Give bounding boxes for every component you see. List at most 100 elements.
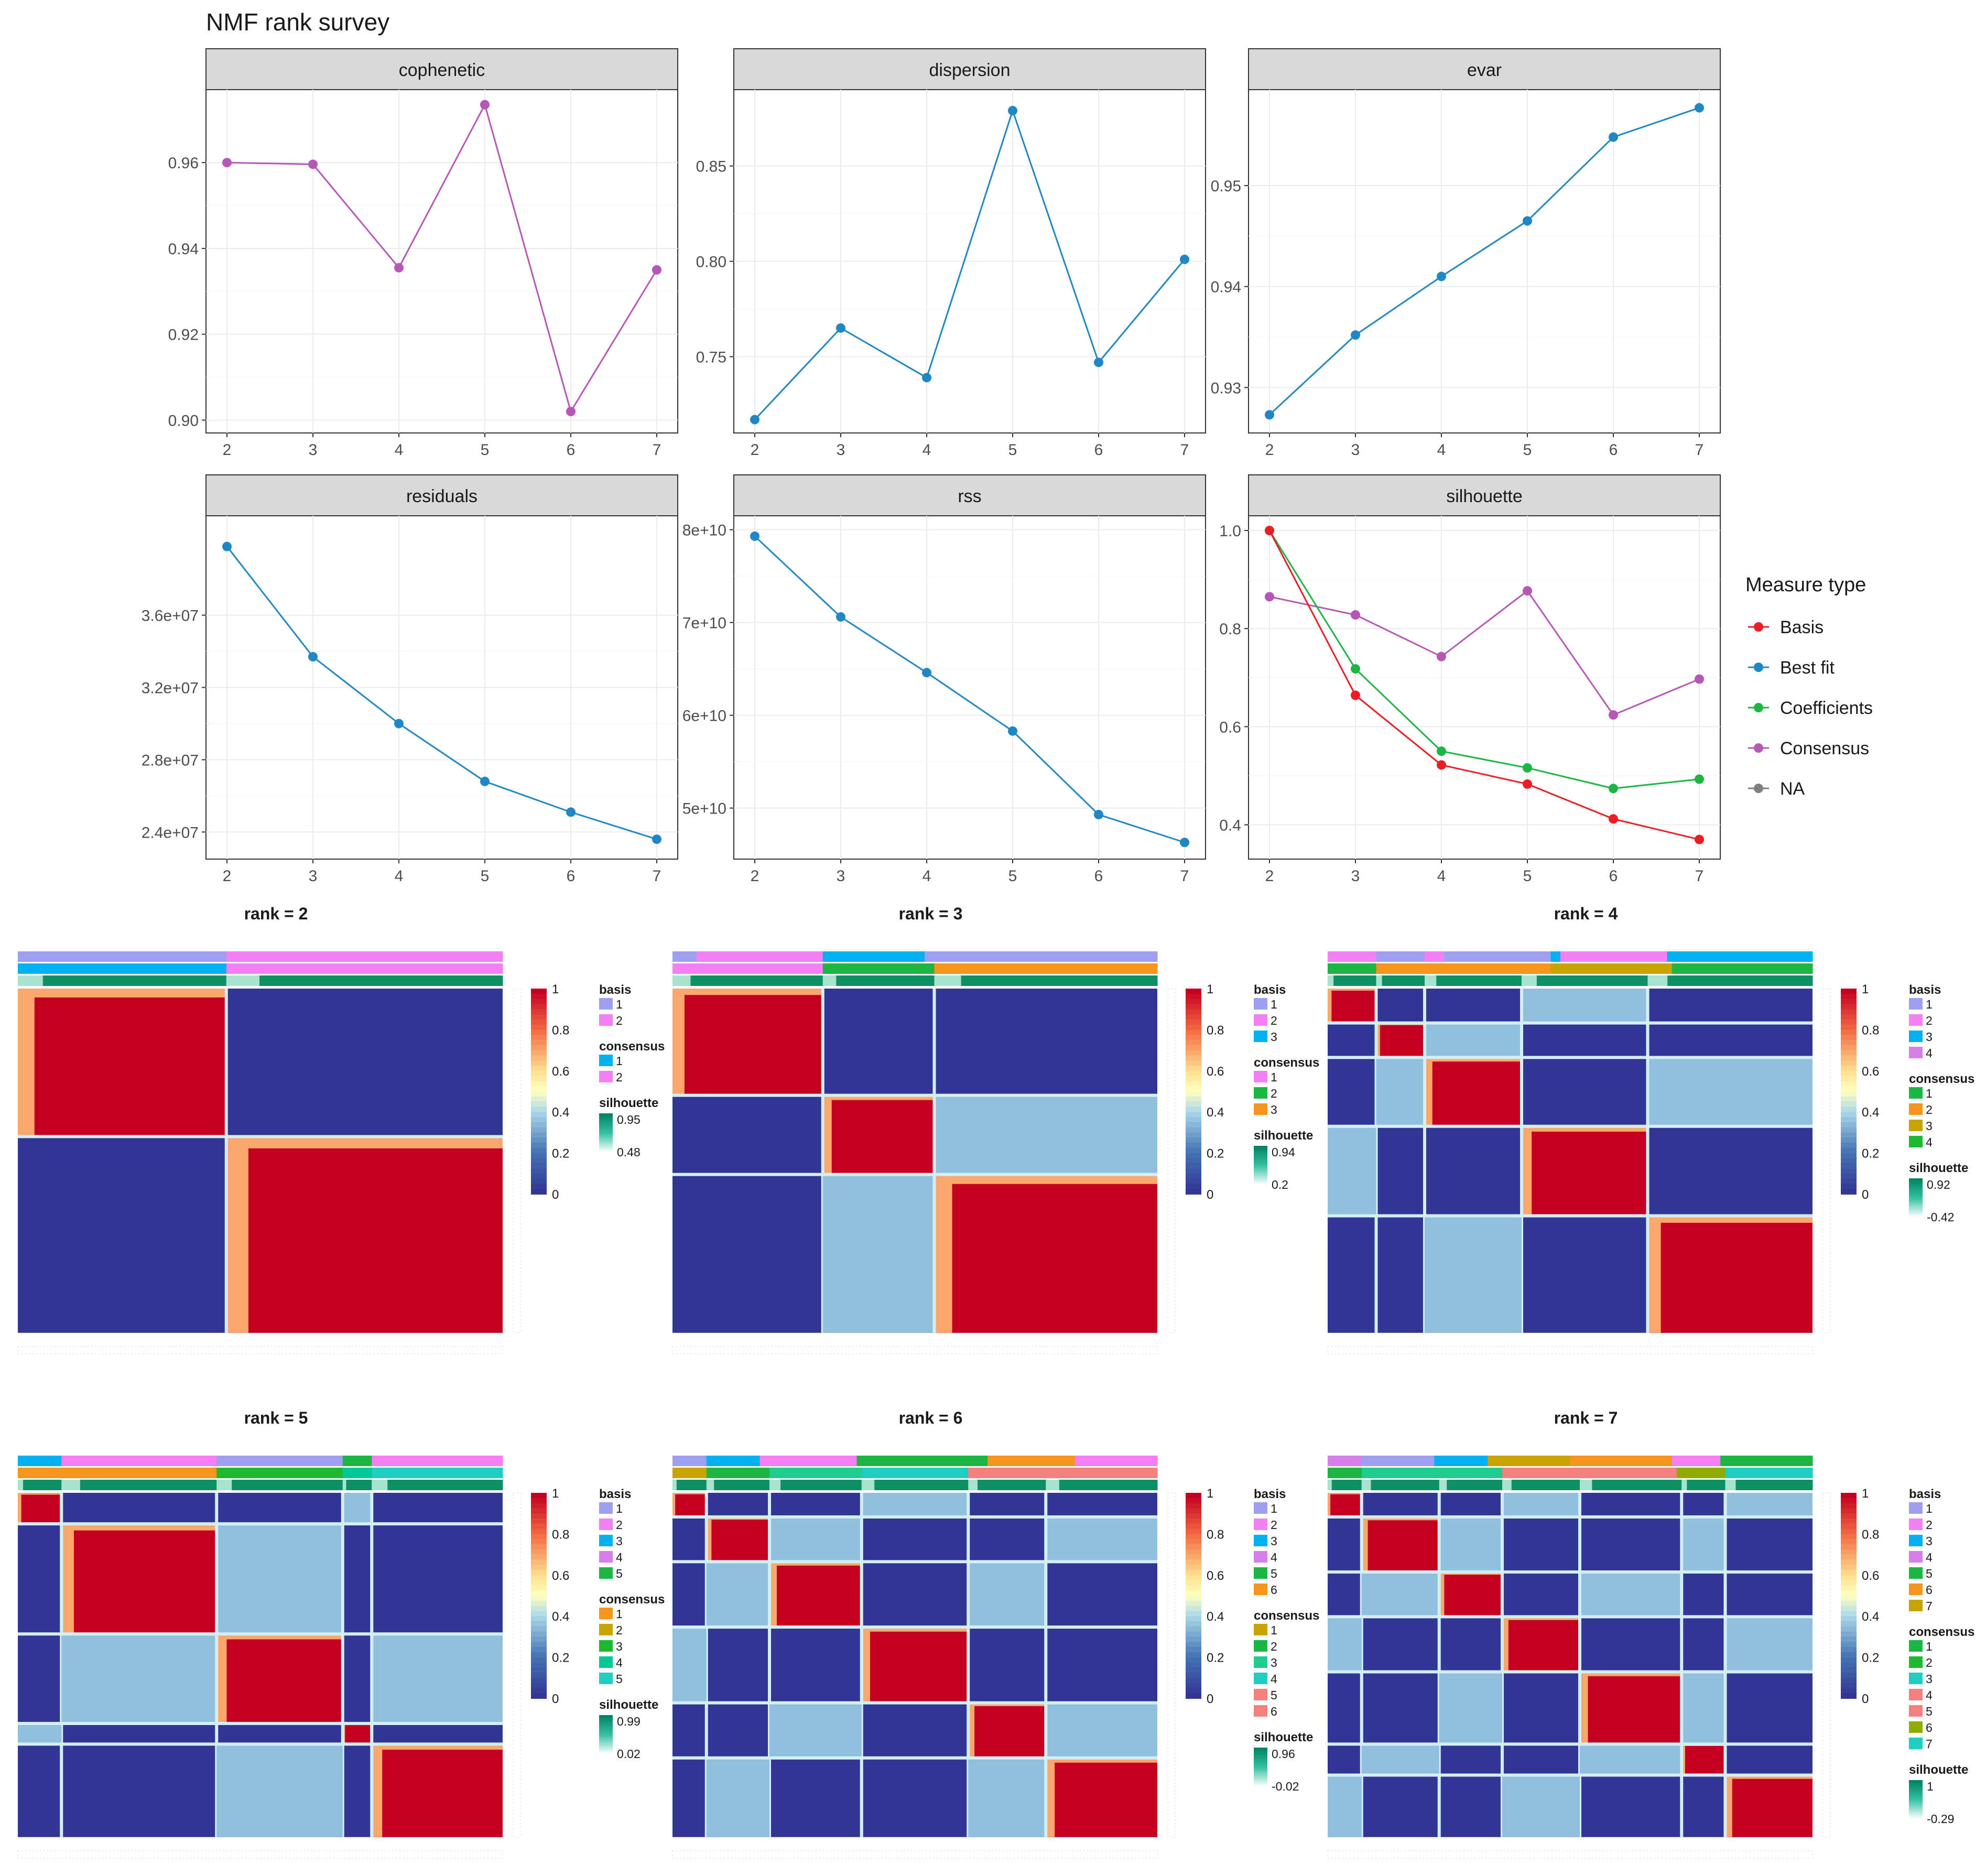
plot-area-cophenetic [205, 89, 678, 433]
colorbar-segment [531, 1178, 547, 1185]
silhouette-annotation [1667, 975, 1813, 986]
consensus-legend-label: 1 [616, 1607, 623, 1621]
silhouette-gradient [599, 1113, 613, 1152]
colorbar-segment [531, 1631, 547, 1638]
heatmap-cell-block [1439, 1572, 1502, 1617]
colorbar-segment [1841, 1086, 1857, 1092]
basis-annotation [61, 1456, 217, 1466]
consensus-legend-key [1254, 1071, 1267, 1082]
colorbar-segment [1186, 1508, 1201, 1514]
x-tick-label: 4 [923, 441, 931, 459]
strip-silhouette [1248, 474, 1721, 516]
basis-legend-key [599, 998, 613, 1010]
colorbar-segment [1841, 1091, 1857, 1097]
colorbar-segment [1841, 1045, 1857, 1051]
colorbar-segment [531, 1029, 547, 1036]
silhouette-annotation [1328, 975, 1334, 986]
basis-legend-label: 2 [1271, 1518, 1277, 1532]
legend-label: Consensus [1780, 739, 1869, 758]
x-tick-label: 4 [395, 867, 404, 885]
data-point [1523, 586, 1532, 596]
colorbar-segment [531, 1076, 547, 1082]
consensus-legend-label: 5 [1926, 1705, 1933, 1718]
basis-legend-label: 3 [1926, 1030, 1933, 1044]
consensus-legend-label: 2 [1271, 1087, 1277, 1100]
data-point [1609, 132, 1618, 142]
heatmap-block-edge [672, 1493, 707, 1494]
strip-label-evar: evar [1467, 60, 1502, 80]
colorbar-segment [1186, 1652, 1201, 1658]
silhouette-annotation [18, 975, 43, 986]
x-tick-label: 4 [923, 867, 931, 885]
consensus-legend-key [599, 1055, 613, 1066]
colorbar-segment [1186, 1600, 1201, 1607]
colorbar-segment [1186, 1029, 1201, 1036]
colorbar-segment [1841, 1519, 1857, 1524]
basis-legend-label: 1 [1271, 997, 1277, 1011]
colorbar-segment [1186, 1096, 1201, 1102]
heatmap-title: rank = 4 [1554, 904, 1618, 923]
colorbar-segment [531, 1534, 547, 1540]
colorbar-tick-label: 0 [552, 1692, 559, 1706]
colorbar-segment [1186, 1184, 1201, 1190]
heatmap-cell-block [216, 1634, 343, 1724]
colorbar-segment [531, 989, 547, 994]
strip-label-silhouette: silhouette [1446, 486, 1523, 506]
colorbar-segment [531, 1122, 547, 1128]
silhouette-annotation [706, 1480, 714, 1490]
y-tick-label: 0.80 [696, 254, 726, 271]
basis-legend-label: 5 [616, 1567, 623, 1580]
x-tick-label: 7 [653, 441, 661, 459]
colorbar-segment [531, 1662, 547, 1668]
consensus-legend-key [1909, 1087, 1923, 1099]
data-point [922, 373, 931, 383]
colorbar-segment [1186, 1667, 1201, 1673]
data-point [1523, 779, 1532, 789]
consensus-legend-key [1909, 1738, 1923, 1749]
basis-legend-label: 3 [1926, 1534, 1933, 1548]
y-tick-label: 0.75 [696, 349, 726, 366]
colorbar-segment [531, 1652, 547, 1658]
legend-key-point [1754, 743, 1763, 753]
colorbar-segment [1186, 1513, 1201, 1519]
heatmap-block-edge [1328, 989, 1376, 991]
silhouette-annotation [226, 975, 260, 986]
colorbar-segment [1841, 1040, 1857, 1046]
consensus-annotation [1376, 963, 1551, 974]
silhouette-annotation [232, 1480, 343, 1490]
heatmap-block-edge [372, 1744, 503, 1750]
basis-annotation [1328, 951, 1376, 962]
consensus-annotation [1361, 1468, 1503, 1478]
colorbar-segment [531, 1683, 547, 1689]
x-tick-label: 4 [395, 441, 404, 459]
plot-area-rss [733, 515, 1206, 860]
basis-annotation [706, 1456, 760, 1466]
consensus-legend-key [599, 1673, 613, 1684]
basis-legend-key [1909, 1502, 1923, 1514]
data-point [1695, 674, 1704, 684]
colorbar-segment [1841, 1673, 1857, 1678]
consensus-annotation [1672, 963, 1813, 974]
basis-annotation [672, 1456, 707, 1466]
basis-annotation [226, 951, 503, 962]
series-line-best-fit [1268, 107, 1700, 416]
colorbar-segment [1841, 1050, 1857, 1056]
basis-legend-key [1254, 998, 1267, 1010]
colorbar-segment [1841, 1631, 1857, 1638]
colorbar-tick-label: 0.4 [1862, 1610, 1879, 1624]
consensus-legend-key [599, 1624, 613, 1635]
colorbar-segment [1186, 993, 1201, 1000]
consensus-legend-label: 2 [1271, 1640, 1277, 1653]
colorbar-segment [1841, 1590, 1857, 1596]
heatmap-cell-block [61, 1634, 217, 1724]
data-point [652, 834, 661, 844]
x-tick-label: 5 [1008, 867, 1017, 885]
strip-rss [733, 474, 1206, 516]
basis-legend-label: 5 [1926, 1567, 1933, 1580]
colorbar-segment [1186, 1503, 1201, 1509]
colorbar-segment [1186, 1606, 1201, 1612]
x-tick-label: 6 [1094, 867, 1103, 885]
consensus-annotation [372, 1468, 503, 1478]
colorbar-tick-label: 0.8 [1207, 1023, 1224, 1037]
